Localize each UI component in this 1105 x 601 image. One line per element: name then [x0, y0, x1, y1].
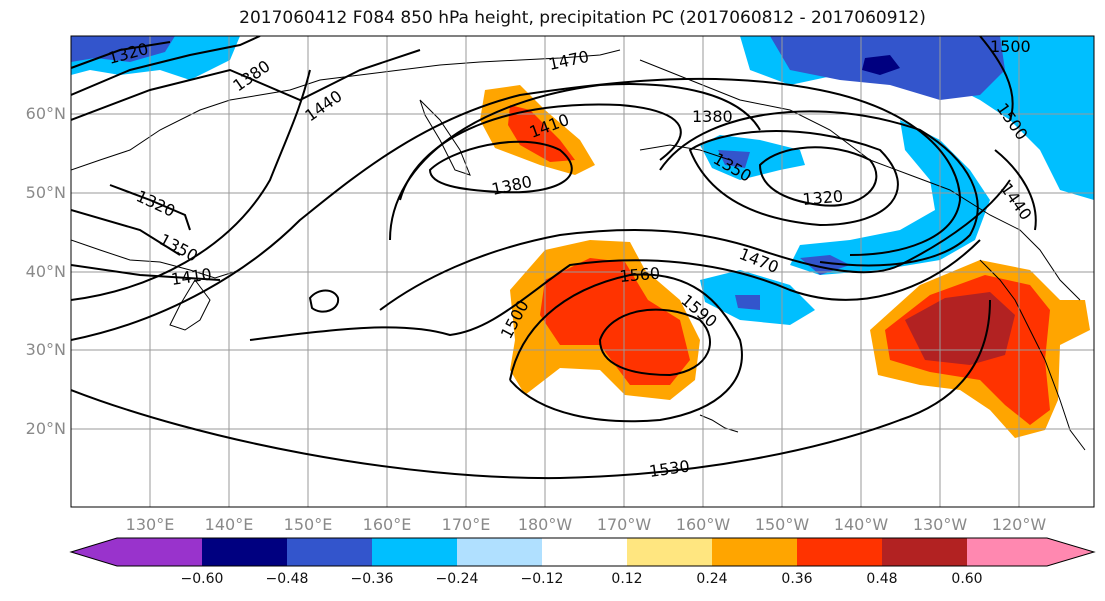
contour-1320-nw [71, 41, 171, 69]
contour-label-1350-low: 1350 [156, 230, 201, 266]
contour-1410-mid [389, 83, 761, 241]
colorbar-bin-0 [117, 538, 202, 566]
contour-label-1440-coast: 1440 [997, 179, 1036, 223]
contour-label-1500-ne: 1500 [990, 37, 1031, 56]
contour-1440-ne [994, 149, 1037, 231]
colorbar-bin-10 [967, 538, 1047, 566]
coastline-japan [169, 279, 211, 331]
colorbar-tick--0.36: −0.36 [350, 571, 394, 587]
coastlines [71, 49, 1086, 451]
lon-label-150w: 150°W [754, 515, 810, 534]
coastline-north-america [979, 259, 1086, 451]
colorbar-bin-2 [287, 538, 372, 566]
colorbar-tick--0.12: −0.12 [520, 571, 564, 587]
colorbar-bin-9 [882, 538, 967, 566]
lon-label-170w: 170°W [596, 515, 652, 534]
contour-1590 [598, 308, 711, 377]
colorbar-bin-5 [542, 538, 627, 566]
colorbar-extend-min [71, 538, 117, 566]
contour-1380-nw [71, 36, 261, 96]
lon-label-140e: 140°E [204, 515, 254, 534]
height-contours [71, 36, 1037, 480]
lat-label-50n: 50°N [25, 183, 66, 202]
contour-1500-east [979, 36, 1014, 121]
colorbar-bin-1 [202, 538, 287, 566]
colorbar-tick-0.48: 0.48 [866, 571, 898, 587]
lon-label-160w: 160°W [675, 515, 731, 534]
precip-positive-east-core [905, 292, 1015, 365]
contour-label-1560: 1560 [619, 264, 661, 286]
colorbar-tick-0.60: 0.60 [951, 571, 983, 587]
contour-small-high [308, 289, 340, 313]
colorbar-tick-0.36: 0.36 [781, 571, 813, 587]
coastline-hawaii [699, 414, 739, 433]
colorbar-bin-7 [712, 538, 797, 566]
lat-label-20n: 20°N [25, 419, 66, 438]
precip-negative-aleutian [700, 135, 805, 180]
contour-1320-low [109, 184, 191, 231]
figure-title: 2017060412 F084 850 hPa height, precipit… [239, 8, 926, 28]
lon-label-120w: 120°W [991, 515, 1047, 534]
contour-label-1380-mid: 1380 [490, 172, 534, 199]
colorbar-tick-0.12: 0.12 [611, 571, 643, 587]
lon-label-130e: 130°E [125, 515, 175, 534]
map-frame [70, 35, 1095, 508]
precipitation-shading [71, 36, 1094, 438]
contour-1440-east [659, 110, 979, 267]
lat-label-60n: 60°N [25, 104, 66, 123]
lon-label-130w: 130°W [912, 515, 968, 534]
lon-label-140w: 140°W [833, 515, 889, 534]
contour-label-1380-nw: 1380 [229, 56, 273, 95]
contour-1560 [509, 273, 743, 423]
precip-negative-ne [740, 36, 1094, 200]
precip-negative-aleutian-core [718, 150, 750, 168]
contour-1410-low [71, 264, 221, 281]
colorbar-extend-max [1047, 538, 1094, 566]
contour-label-1470-top: 1470 [547, 47, 591, 74]
contour-label-1320-east: 1320 [802, 187, 844, 209]
lat-label-40n: 40°N [25, 262, 66, 281]
lon-label-150e: 150°E [283, 515, 333, 534]
colorbar-tick--0.24: −0.24 [435, 571, 479, 587]
contour-1470 [379, 179, 1011, 311]
contour-1500 [249, 239, 981, 341]
lon-label-180w: 180°W [517, 515, 573, 534]
lon-label-170e: 170°E [441, 515, 491, 534]
precip-positive-kamchatka-core [508, 105, 575, 162]
contour-1350-low [71, 209, 181, 256]
colorbar-tick--0.48: −0.48 [265, 571, 309, 587]
colorbar-bin-6 [627, 538, 712, 566]
contour-1350-east [688, 130, 899, 227]
colorbar-tick-0.24: 0.24 [696, 571, 728, 587]
lon-label-160e: 160°E [362, 515, 412, 534]
contour-1440-nw [71, 49, 421, 121]
lat-label-30n: 30°N [25, 340, 66, 359]
contour-label-1320-low: 1320 [133, 186, 178, 220]
colorbar-outline [69, 537, 1096, 567]
precip-negative-ne-darkest [862, 55, 900, 75]
coastline-aleutians [639, 144, 731, 161]
coastline-alaska [639, 59, 1081, 301]
colorbar [69, 537, 1096, 567]
contour-kamchatka-low [428, 140, 573, 194]
contour-1530 [71, 299, 991, 480]
coastline-asia-east [71, 239, 241, 279]
colorbar-bin-8 [797, 538, 882, 566]
contour-1320-east [758, 146, 878, 207]
colorbar-bin-4 [457, 538, 542, 566]
contour-trough [71, 69, 311, 301]
colorbar-tick--0.60: −0.60 [180, 571, 224, 587]
colorbar-bin-3 [372, 538, 457, 566]
precip-negative-central-core [735, 295, 760, 310]
coastline-kamchatka [419, 99, 471, 176]
contour-outer-ring [71, 77, 962, 341]
contour-label-1530: 1530 [648, 456, 691, 480]
contour-label-1380-east: 1380 [692, 107, 733, 126]
precip-negative-coast-core [800, 255, 850, 275]
